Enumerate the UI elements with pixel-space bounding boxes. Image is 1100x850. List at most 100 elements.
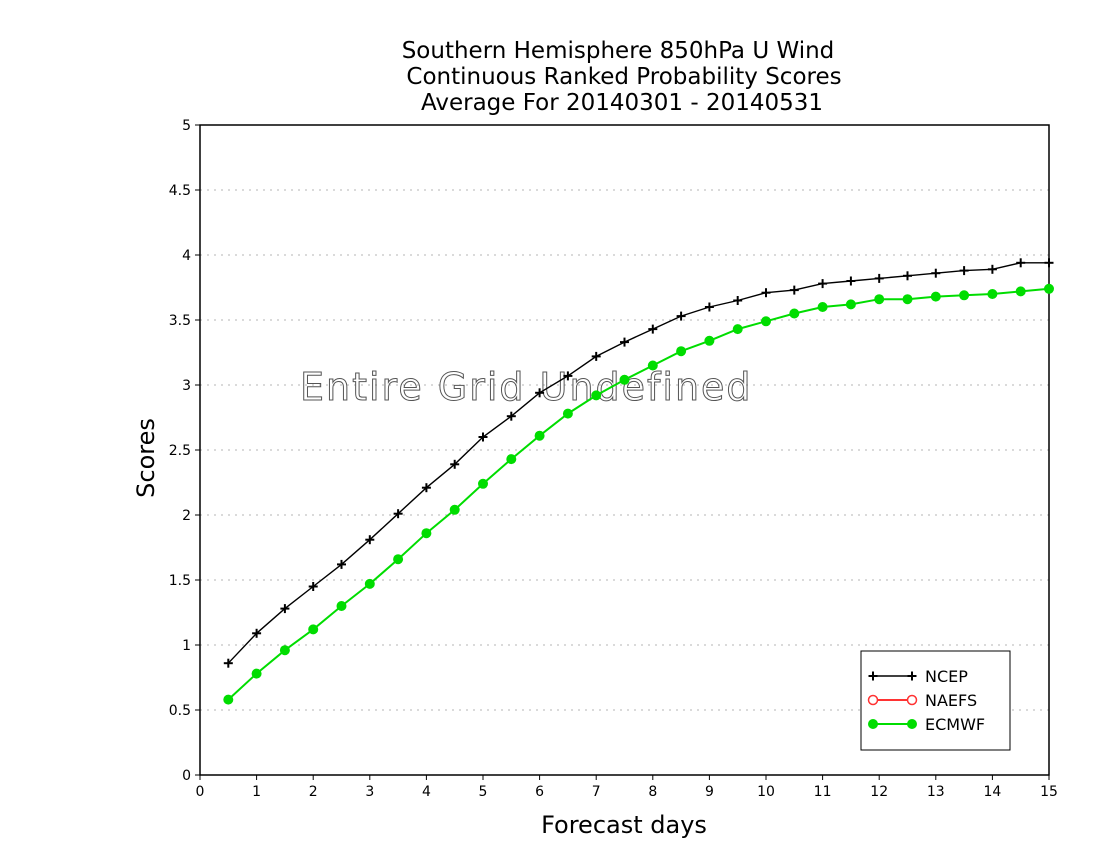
ecmwf-data-point — [789, 308, 800, 319]
ncep-data-point — [704, 302, 714, 312]
legend-ecmwf-marker — [907, 719, 917, 729]
ncep-data-point — [676, 311, 686, 321]
ecmwf-data-point — [619, 374, 630, 385]
ncep-data-point — [563, 371, 573, 381]
ncep-data-point — [620, 337, 629, 347]
x-tick-label: 14 — [983, 784, 1001, 800]
ncep-data-point — [252, 628, 262, 638]
legend-naefs-label: NAEFS — [925, 691, 977, 710]
y-axis-label: Scores — [132, 418, 160, 498]
ncep-data-point — [648, 324, 658, 334]
ncep-data-point — [733, 296, 743, 305]
y-tick-label: 1.5 — [169, 573, 191, 589]
ecmwf-data-point — [336, 601, 347, 611]
ecmwf-data-point — [902, 294, 913, 305]
ecmwf-data-point — [364, 578, 375, 589]
ncep-data-point — [931, 268, 941, 278]
ecmwf-data-point — [251, 668, 262, 679]
ncep-data-point — [308, 582, 318, 591]
legend-ncep-marker — [868, 671, 878, 681]
ecmwf-data-point — [732, 324, 743, 335]
ecmwf-data-point — [676, 346, 687, 357]
y-tick-label: 1 — [182, 638, 191, 654]
ncep-data-point — [874, 273, 884, 283]
ecmwf-data-point — [534, 430, 545, 441]
legend-naefs-marker — [906, 694, 918, 706]
ncep-data-point — [223, 658, 233, 668]
y-tick-label: 2.5 — [169, 443, 191, 459]
ncep-data-point — [393, 509, 403, 519]
x-tick-label: 2 — [309, 784, 318, 800]
legend-ecmwf-marker — [868, 719, 878, 729]
ecmwf-data-point — [591, 390, 602, 401]
legend-ecmwf-label: ECMWF — [925, 715, 985, 734]
ecmwf-data-point — [1015, 286, 1026, 297]
ncep-data-point — [959, 266, 969, 276]
ecmwf-data-point — [478, 478, 488, 489]
ecmwf-data-point — [562, 408, 573, 419]
x-tick-label: 6 — [535, 784, 544, 800]
undefined-grid-annotation: Entire Grid Undefined — [300, 365, 753, 409]
ecmwf-data-point — [817, 302, 828, 312]
y-tick-label: 2 — [182, 508, 191, 524]
x-axis-label: Forecast days — [541, 811, 707, 839]
ncep-data-point — [478, 432, 488, 442]
axes: 00.511.522.533.544.550 1 2 3 4 5 6 7 8 9 10 11 12 13 1… — [169, 118, 1058, 800]
x-tick-label: 5 — [479, 784, 488, 800]
ecmwf-data-point — [845, 299, 856, 310]
y-tick-label: 4.5 — [169, 183, 191, 199]
ncep-data-point — [450, 459, 460, 469]
x-tick-label: 13 — [927, 784, 945, 800]
ecmwf-data-point — [647, 360, 658, 371]
ncep-data-point — [506, 411, 516, 421]
y-tick-label: 0.5 — [169, 703, 191, 719]
ncep-data-point — [280, 604, 290, 614]
x-tick-label: 12 — [870, 784, 888, 800]
y-tick-label: 3.5 — [169, 313, 191, 329]
ecmwf-data-point — [987, 289, 998, 299]
ecmwf-data-point — [704, 335, 715, 346]
ecmwf-data-point — [393, 554, 404, 565]
ecmwf-data-point — [506, 454, 517, 465]
y-tick-label: 5 — [182, 118, 191, 134]
ecmwf-data-point — [421, 528, 432, 539]
ncep-data-point — [591, 351, 601, 361]
x-tick-label: 10 — [757, 784, 775, 800]
ecmwf-data-point — [223, 694, 234, 705]
y-tick-label: 0 — [182, 768, 191, 784]
legend-naefs-marker — [867, 694, 879, 706]
legend-ncep-marker — [907, 671, 917, 681]
ecmwf-data-point — [449, 504, 460, 515]
legend: NCEP NAEFS ECMWF — [860, 650, 1011, 751]
x-tick-label: 3 — [365, 784, 374, 800]
ncep-data-point — [337, 559, 346, 569]
ncep-series-line — [227, 262, 1049, 664]
ncep-data-point — [818, 279, 828, 289]
ecmwf-data-point — [959, 290, 970, 301]
ecmwf-data-point — [930, 291, 941, 302]
x-tick-label: 11 — [814, 784, 832, 800]
y-tick-label: 3 — [182, 378, 191, 394]
plot-frame — [199, 124, 1050, 776]
gridlines — [200, 189, 1049, 711]
ncep-data-point — [789, 285, 799, 295]
ncep-data-point — [761, 288, 771, 298]
x-tick-label: 1 — [252, 784, 261, 800]
y-tick-label: 4 — [182, 248, 191, 264]
ncep-data-point — [903, 271, 912, 281]
ncep-data-point — [1016, 258, 1026, 268]
ecmwf-data-point — [874, 294, 885, 305]
ncep-data-point — [535, 388, 545, 398]
x-tick-label: 4 — [422, 784, 431, 800]
ncep-data-point — [987, 264, 997, 274]
x-tick-label: 0 — [196, 784, 205, 800]
ecmwf-data-point — [279, 645, 290, 656]
ecmwf-data-point — [761, 316, 771, 327]
data-series — [223, 258, 1054, 705]
ncep-data-point — [421, 483, 431, 493]
ncep-data-point — [846, 276, 856, 286]
x-tick-label: 15 — [1040, 784, 1058, 800]
ecmwf-data-point — [308, 624, 319, 635]
x-tick-label: 8 — [648, 784, 657, 800]
